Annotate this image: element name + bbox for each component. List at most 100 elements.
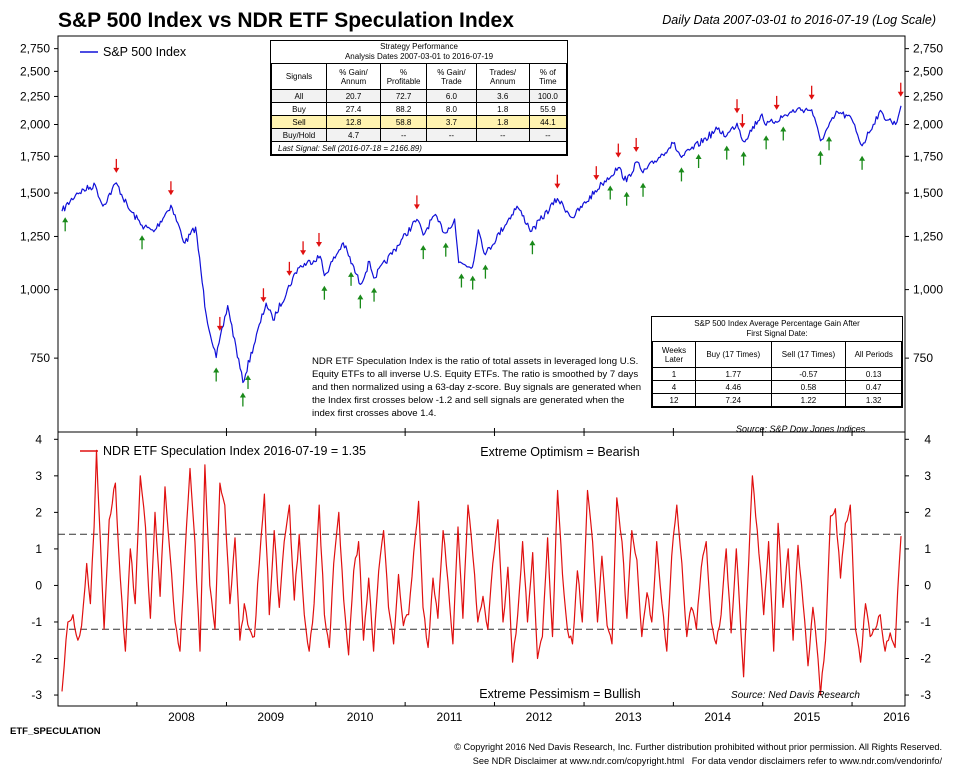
- index-tick-label-right: -1: [920, 615, 931, 629]
- table-cell: 3.6: [475, 89, 530, 103]
- strategy-table: Strategy Performance Analysis Dates 2007…: [270, 40, 568, 156]
- table-row: Last Signal: Sell (2016-07-18 = 2166.89): [271, 141, 567, 155]
- buy-signal-arrowhead: [469, 275, 476, 281]
- top-legend-label: S&P 500 Index: [103, 45, 187, 59]
- buy-signal-arrowhead: [348, 271, 355, 277]
- buy-signal-arrowhead: [740, 151, 747, 157]
- table-row: Buy 27.4 88.2 8.0 1.8 55.9: [271, 102, 568, 116]
- index-tick-label-right: 2: [924, 505, 931, 519]
- x-tick-label: 2015: [794, 710, 821, 724]
- strategy-header: % of Time: [528, 63, 568, 90]
- y-tick-label-left: 2,250: [20, 89, 50, 103]
- index-tick-label-left: 3: [35, 469, 42, 483]
- buy-signal-arrowhead: [62, 217, 69, 223]
- table-cell: 1.8: [475, 115, 530, 129]
- table-cell: Buy: [271, 102, 327, 116]
- y-tick-label-right: 2,750: [913, 42, 943, 56]
- gain-source: Source: S&P Dow Jones Indices: [736, 424, 866, 434]
- buy-signal-arrowhead: [482, 264, 489, 270]
- gain-header: All Periods: [845, 341, 902, 368]
- buy-signal-arrowhead: [763, 135, 770, 141]
- buy-signal-arrowhead: [420, 245, 427, 251]
- index-tick-label-right: 3: [924, 469, 931, 483]
- sell-signal-arrowhead: [216, 325, 223, 331]
- buy-signal-arrowhead: [817, 150, 824, 156]
- index-tick-label-left: 0: [35, 578, 42, 592]
- index-tick-label-right: 1: [924, 542, 931, 556]
- footer-code: ETF_SPECULATION: [10, 726, 101, 737]
- table-cell: 3.7: [426, 115, 477, 129]
- sell-signal-arrowhead: [286, 270, 293, 276]
- strategy-header: Signals: [271, 63, 327, 90]
- index-tick-label-right: 4: [924, 432, 931, 446]
- footer-disclaimer: See NDR Disclaimer at www.ndr.com/copyri…: [472, 756, 942, 766]
- x-tick-label: 2012: [526, 710, 553, 724]
- description-text: NDR ETF Speculation Index is the ratio o…: [312, 356, 642, 419]
- y-tick-label-left: 1,500: [20, 186, 50, 200]
- table-cell: -0.57: [770, 367, 847, 381]
- table-row: 1 1.77 -0.57 0.13: [652, 367, 902, 381]
- table-cell: --: [475, 128, 530, 142]
- gain-header: Sell (17 Times): [770, 341, 847, 368]
- index-tick-label-left: -2: [31, 652, 42, 666]
- index-tick-label-left: -3: [31, 688, 42, 702]
- table-cell: 1.8: [475, 102, 530, 116]
- table-cell: 4.7: [325, 128, 382, 142]
- speculation-index-line: [61, 449, 902, 696]
- y-tick-label-left: 2,000: [20, 118, 50, 132]
- sp500-line: [61, 105, 902, 384]
- table-cell: --: [426, 128, 477, 142]
- y-tick-label-right: 2,250: [913, 89, 943, 103]
- index-tick-label-left: 2: [35, 505, 42, 519]
- last-signal: Last Signal: Sell (2016-07-18 = 2166.89): [271, 141, 567, 155]
- x-tick-label: 2010: [347, 710, 374, 724]
- buy-signal-arrowhead: [640, 182, 647, 188]
- x-tick-label: 2009: [257, 710, 284, 724]
- x-tick-label: 2013: [615, 710, 642, 724]
- table-cell: 1.32: [845, 393, 902, 407]
- strategy-title: Strategy Performance: [380, 42, 458, 51]
- sell-signal-arrowhead: [633, 146, 640, 152]
- table-cell: 1.22: [770, 393, 847, 407]
- table-cell: 1.77: [695, 367, 772, 381]
- table-row: 12 7.24 1.22 1.32: [652, 393, 902, 407]
- table-cell: 100.0: [528, 89, 568, 103]
- table-cell: 72.7: [380, 89, 428, 103]
- x-tick-label: 2016: [883, 710, 910, 724]
- grid-layer: 750 750 1,000 1,000 1,250 1,250 1,500 1,500 1,75…: [20, 42, 943, 724]
- gain-grid: Weeks Later Buy (17 Times) Sell (17 Time…: [652, 341, 902, 407]
- strategy-header: % Gain/ Annum: [325, 63, 382, 90]
- index-tick-label-left: -1: [31, 615, 42, 629]
- y-tick-label-left: 1,000: [20, 283, 50, 297]
- strategy-grid: Signals % Gain/ Annum % Profitable % Gai…: [271, 63, 568, 155]
- bottom-legend-label: NDR ETF Speculation Index 2016-07-19 = 1…: [103, 444, 366, 458]
- table-row: Buy/Hold 4.7 -- -- -- --: [271, 128, 568, 142]
- buy-signal-arrowhead: [458, 273, 465, 279]
- table-cell: 12: [652, 393, 696, 407]
- sell-signal-arrowhead: [615, 152, 622, 158]
- table-cell: 7.24: [695, 393, 772, 407]
- buy-signal-arrowhead: [245, 374, 252, 380]
- table-cell: 20.7: [325, 89, 382, 103]
- gain-table: S&P 500 Index Average Percentage Gain Af…: [651, 316, 903, 408]
- buy-signal-arrowhead: [321, 285, 328, 291]
- index-tick-label-right: -2: [920, 652, 931, 666]
- table-cell: 0.47: [845, 380, 902, 394]
- buy-signal-arrowhead: [357, 294, 364, 300]
- y-tick-label-right: 1,000: [913, 283, 943, 297]
- table-cell: All: [271, 89, 327, 103]
- sell-signal-arrowhead: [897, 91, 904, 97]
- table-row: All 20.7 72.7 6.0 3.6 100.0: [271, 89, 568, 103]
- strategy-header: Trades/ Annum: [475, 63, 530, 90]
- sell-signal-arrowhead: [739, 123, 746, 129]
- strategy-header: % Gain/ Trade: [426, 63, 477, 90]
- sell-signal-arrowhead: [593, 175, 600, 181]
- x-tick-label: 2014: [704, 710, 731, 724]
- buy-signal-arrowhead: [213, 367, 220, 373]
- sell-signal-arrowhead: [167, 190, 174, 196]
- y-tick-label-right: 750: [913, 351, 933, 365]
- sell-signal-arrowhead: [773, 104, 780, 110]
- sell-signal-arrowhead: [413, 204, 420, 210]
- table-row: 4 4.46 0.58 0.47: [652, 380, 902, 394]
